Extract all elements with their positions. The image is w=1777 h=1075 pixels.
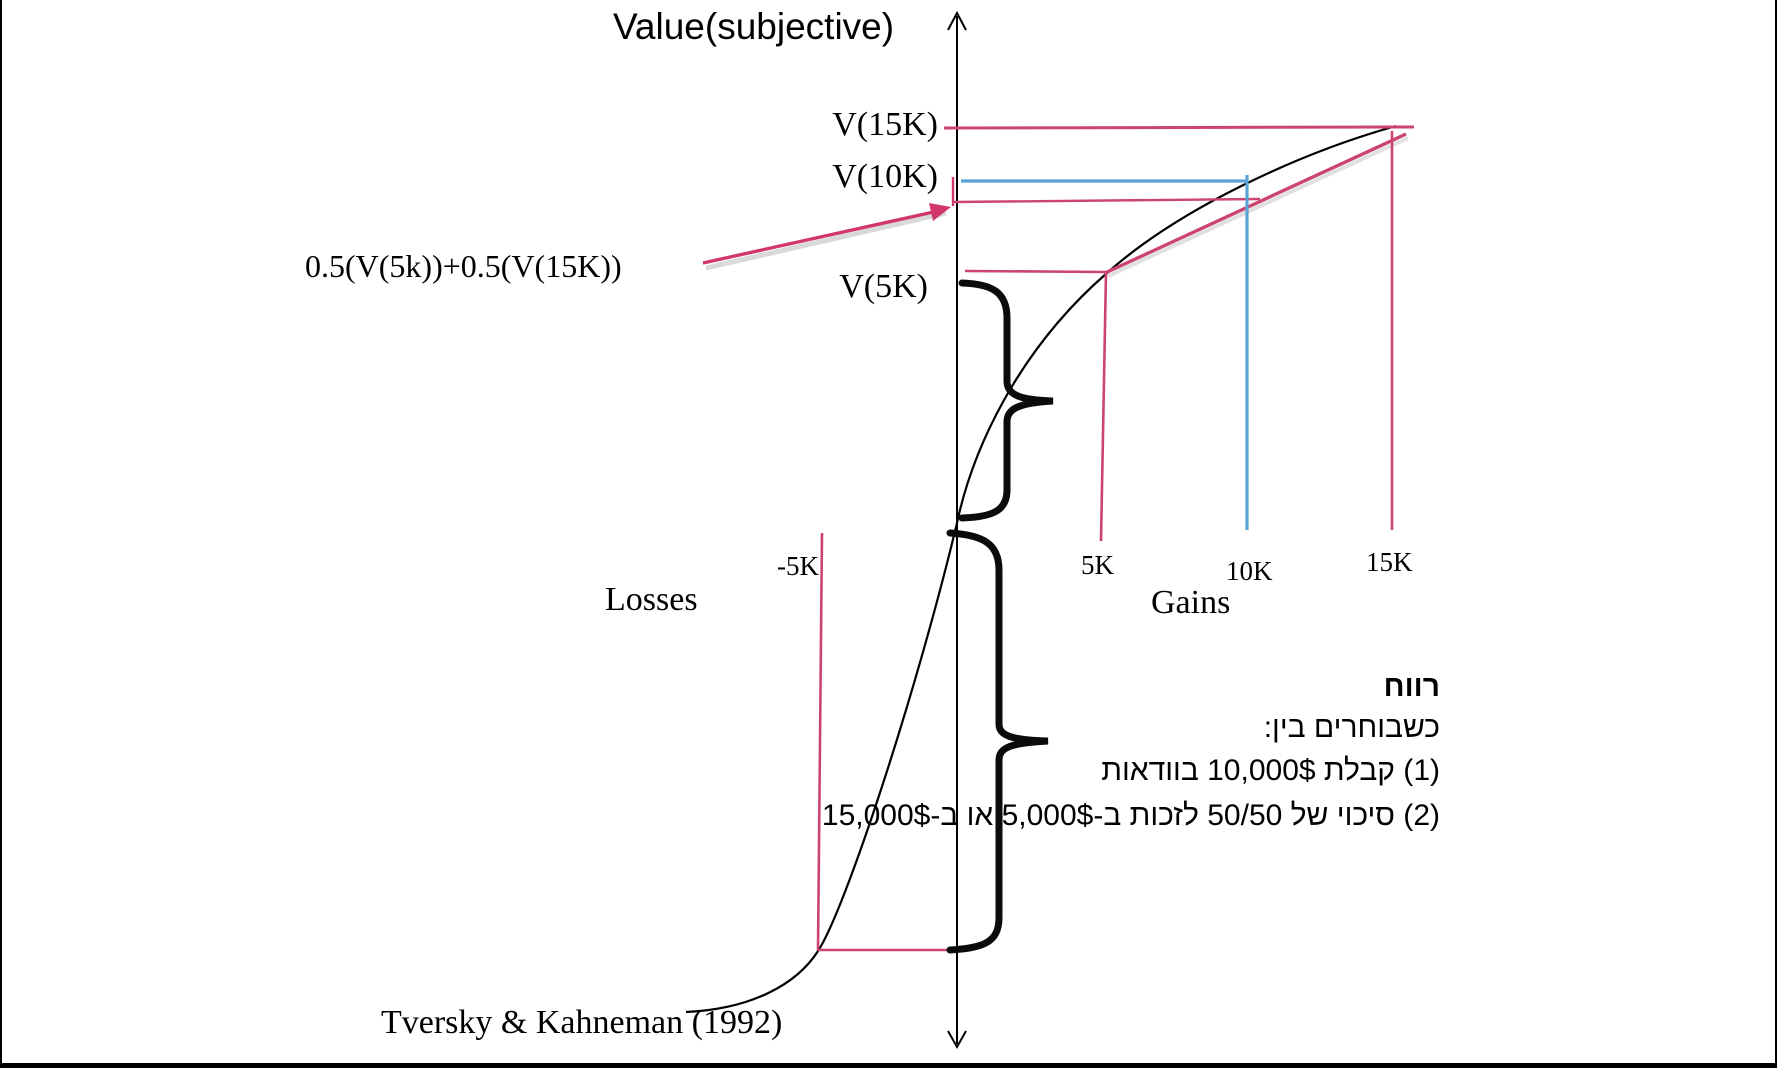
hebrew-option1: (1) קבלת 10,000$ בוודאות: [1101, 754, 1440, 787]
annotation-arrow-head-icon: [929, 203, 951, 221]
brace-upper: [958, 279, 1054, 522]
hebrew-heading: רווח: [1383, 670, 1440, 703]
x10k-tick-label: 10K: [1226, 556, 1273, 586]
axis-title: Value(subjective): [613, 6, 895, 47]
mixed-value-line: [953, 197, 1261, 204]
v15k-line: [943, 125, 1415, 130]
arrow-shadow: [705, 210, 947, 271]
x15k-tick-label: 15K: [1366, 547, 1413, 577]
citation-label: Tversky & Kahneman (1992): [381, 1004, 783, 1041]
hebrew-option2: (2) סיכוי של 50/50 לזכות ב-5,000$ או ב-1…: [821, 799, 1440, 832]
annotation-arrow-shaft: [702, 209, 939, 265]
x5k-tick-label: 5K: [1081, 550, 1114, 580]
losses-label: Losses: [605, 581, 698, 618]
chord-line: [1104, 132, 1407, 275]
v5k-line: [964, 269, 1108, 274]
slide-border-left: [0, 0, 2, 1068]
v15k-label: V(15K): [832, 106, 938, 143]
mixed-value-label: 0.5(V(5k))+0.5(V(15K)): [305, 248, 622, 284]
tick-line-neg5k: [816, 532, 824, 951]
chord-shadow: [1107, 136, 1409, 278]
v5k-label: V(5K): [839, 268, 928, 305]
value-curve: [685, 124, 1397, 1014]
gains-label: Gains: [1151, 584, 1231, 621]
slide-border-right: [1775, 0, 1777, 1068]
brace-lower: [946, 529, 1049, 954]
y-axis-arrow-top-icon: [947, 10, 967, 31]
y-axis-arrow-bottom-icon: [947, 1030, 967, 1050]
slide-border-bottom: [0, 1063, 1777, 1068]
tick-line-5k: [1099, 272, 1108, 542]
hebrew-intro: כשבוחרים בין:: [1263, 711, 1440, 744]
neg5k-tick-label: -5K: [777, 551, 819, 581]
v10k-label: V(10K): [832, 158, 938, 195]
